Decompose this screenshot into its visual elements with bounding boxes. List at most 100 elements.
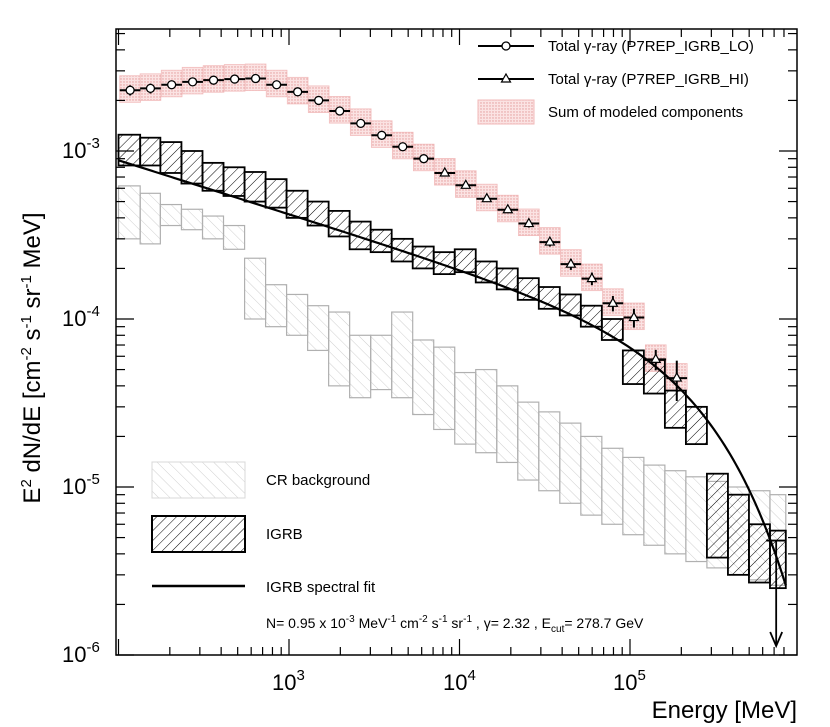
total-lo-marker	[167, 80, 177, 90]
upper-limit-arrow	[766, 539, 787, 649]
y-tick-label-1e-4: 10-4	[62, 303, 100, 331]
total-lo-point	[182, 77, 203, 87]
total-hi-marker	[607, 297, 619, 307]
total-lo-point	[224, 74, 246, 84]
total-hi-marker	[523, 217, 535, 228]
legend-top: Total γ-ray (P7REP_IGRB_LO) Total γ-ray …	[477, 38, 754, 125]
fit-layer	[118, 159, 787, 586]
y-tick-label-1e-6: 10-6	[62, 639, 100, 667]
total-lo-point	[371, 130, 393, 140]
total-hi-marker	[481, 192, 493, 203]
total-hi-point	[666, 360, 688, 402]
cr-background-box	[139, 192, 161, 245]
cr-background-box	[201, 215, 225, 240]
legend-lo-marker	[501, 41, 511, 51]
total-hi-marker	[439, 166, 451, 177]
igrb-box	[159, 141, 183, 174]
legend-cr-swatch	[151, 461, 246, 499]
total-lo-point	[266, 80, 287, 90]
cr-background-box	[580, 435, 603, 516]
cr-background-box	[433, 346, 456, 431]
cr-background-box	[370, 334, 393, 391]
total-hi-marker	[586, 272, 598, 283]
total-lo-marker	[293, 87, 303, 97]
legend-hi-label: Total γ-ray (P7REP_IGRB_HI)	[548, 71, 749, 88]
total-lo-point	[203, 75, 224, 85]
fit-annotation: N= 0.95 x 10-3 MeV-1 cm-2 s-1 sr-1 , γ= …	[266, 614, 644, 635]
x-tick-label-1e3: 103	[272, 667, 305, 695]
cr-background-box	[475, 368, 498, 454]
total-hi-marker	[502, 203, 514, 214]
total-hi-marker	[460, 179, 472, 189]
cr-background-box	[538, 411, 561, 492]
total-lo-marker	[271, 80, 282, 90]
total-lo-point	[287, 87, 309, 97]
total-hi-point	[518, 217, 540, 228]
points-layer	[119, 73, 787, 649]
legend-sum-swatch	[477, 99, 535, 125]
total-lo-point	[308, 95, 330, 106]
total-lo-point	[350, 118, 372, 129]
upper-limit-head	[769, 631, 784, 649]
igrb-box	[264, 178, 288, 209]
total-lo-point	[329, 106, 351, 116]
cr-background-box	[159, 203, 183, 227]
total-lo-marker	[398, 142, 408, 152]
cr-background-box	[328, 311, 351, 387]
legend-igrb-label: IGRB	[266, 526, 303, 543]
total-lo-point	[392, 142, 414, 152]
x-axis-title: Energy [MeV]	[652, 697, 797, 724]
ticks-layer	[116, 29, 797, 656]
cr-background-box	[391, 311, 414, 399]
igrb-box	[727, 493, 750, 576]
cr-background-box	[222, 224, 246, 250]
igrb-box	[579, 304, 603, 328]
x-tick-label-1e5: 105	[613, 667, 646, 695]
cr-background-box	[643, 464, 666, 546]
total-lo-marker	[335, 106, 345, 116]
y-tick-label-1e-3: 10-3	[62, 135, 100, 163]
igrb-box	[495, 267, 519, 291]
cr-background-box	[243, 257, 267, 320]
cr-background-box	[496, 385, 519, 464]
total-lo-point	[119, 85, 141, 96]
legend-hi-marker	[500, 72, 512, 83]
cr-background-box	[454, 371, 477, 445]
cr-background-box	[517, 401, 540, 481]
total-lo-point	[140, 83, 161, 94]
igrb-box	[706, 472, 729, 559]
cr-background-layer	[117, 185, 787, 586]
x-tick-labels: 103 104 105	[272, 667, 646, 695]
total-lo-marker	[377, 130, 387, 140]
total-hi-point	[434, 166, 456, 177]
cr-background-box	[180, 208, 204, 231]
total-hi-point	[455, 179, 477, 189]
cr-background-box	[622, 456, 645, 536]
total-lo-marker	[250, 73, 261, 84]
x-tick-label-1e4: 104	[443, 667, 476, 695]
total-lo-point	[413, 154, 435, 164]
legend-lo-label: Total γ-ray (P7REP_IGRB_LO)	[548, 38, 754, 55]
legend-igrb-swatch	[151, 515, 246, 553]
total-lo-marker	[356, 118, 366, 129]
total-hi-point	[581, 272, 603, 286]
cr-background-box	[264, 284, 288, 328]
cr-background-box	[285, 293, 309, 336]
igrb-spectral-fit-line	[118, 159, 787, 586]
legend-cr-label: CR background	[266, 472, 370, 489]
igrb-box	[558, 293, 582, 317]
cr-background-box	[685, 476, 708, 563]
cr-background-box	[349, 334, 372, 399]
cr-background-box	[559, 422, 582, 504]
total-hi-marker	[671, 371, 683, 382]
total-hi-point	[476, 192, 498, 203]
cr-background-box	[601, 447, 624, 525]
cr-background-box	[664, 470, 687, 555]
total-lo-marker	[314, 95, 324, 106]
igrb-box	[222, 166, 246, 197]
total-hi-marker	[650, 353, 662, 363]
total-hi-point	[497, 203, 519, 214]
igrb-box	[139, 136, 162, 167]
